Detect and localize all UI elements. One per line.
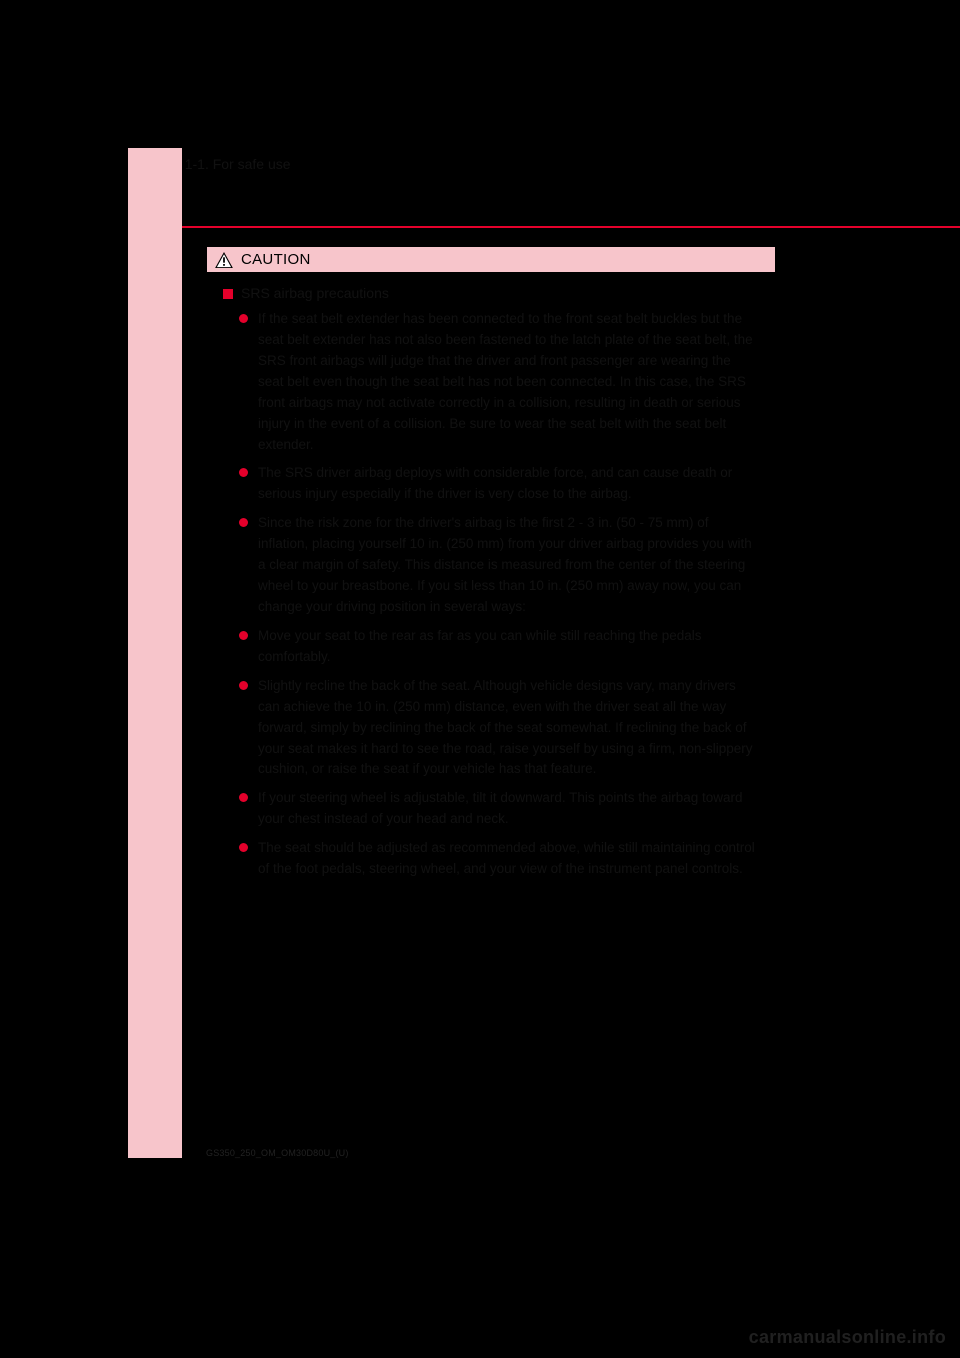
bullet-text: Since the risk zone for the driver's air…: [258, 513, 759, 618]
bullet-dot-icon: [239, 468, 248, 477]
bullets-list: If the seat belt extender has been conne…: [223, 309, 759, 880]
bullet-dot-icon: [239, 631, 248, 640]
bullet-row: Move your seat to the rear as far as you…: [239, 626, 759, 668]
side-strip: [128, 148, 182, 1158]
caution-section-title: SRS airbag precautions: [241, 285, 389, 301]
bullet-dot-icon: [239, 793, 248, 802]
document-id: GS350_250_OM_OM30D80U_(U): [206, 1148, 349, 1158]
bullet-row: Since the risk zone for the driver's air…: [239, 513, 759, 618]
header-rule: [182, 226, 960, 228]
watermark: carmanualsonline.info: [749, 1327, 946, 1348]
bullet-row: The SRS driver airbag deploys with consi…: [239, 463, 759, 505]
bullet-dot-icon: [239, 681, 248, 690]
bullet-text: Move your seat to the rear as far as you…: [258, 626, 759, 668]
section-path: 1-1. For safe use: [185, 156, 291, 172]
warning-icon: [215, 252, 233, 268]
bullet-row: If the seat belt extender has been conne…: [239, 309, 759, 455]
bullet-row: Slightly recline the back of the seat. A…: [239, 676, 759, 781]
section-square-icon: [223, 289, 233, 299]
caution-label: CAUTION: [241, 251, 311, 268]
caution-section-row: SRS airbag precautions: [223, 285, 759, 301]
caution-box: CAUTION SRS airbag precautions If the se…: [206, 246, 776, 895]
bullet-text: If your steering wheel is adjustable, ti…: [258, 788, 759, 830]
bullet-row: The seat should be adjusted as recommend…: [239, 838, 759, 880]
bullet-dot-icon: [239, 518, 248, 527]
bullet-text: Slightly recline the back of the seat. A…: [258, 676, 759, 781]
bullet-text: The seat should be adjusted as recommend…: [258, 838, 759, 880]
bullet-row: If your steering wheel is adjustable, ti…: [239, 788, 759, 830]
caution-header: CAUTION: [206, 246, 776, 273]
bullet-text: The SRS driver airbag deploys with consi…: [258, 463, 759, 505]
page-header: 52 1-1. For safe use: [128, 148, 832, 176]
bullet-dot-icon: [239, 314, 248, 323]
bullet-dot-icon: [239, 843, 248, 852]
caution-body: SRS airbag precautions If the seat belt …: [206, 273, 776, 895]
bullet-text: If the seat belt extender has been conne…: [258, 309, 759, 455]
